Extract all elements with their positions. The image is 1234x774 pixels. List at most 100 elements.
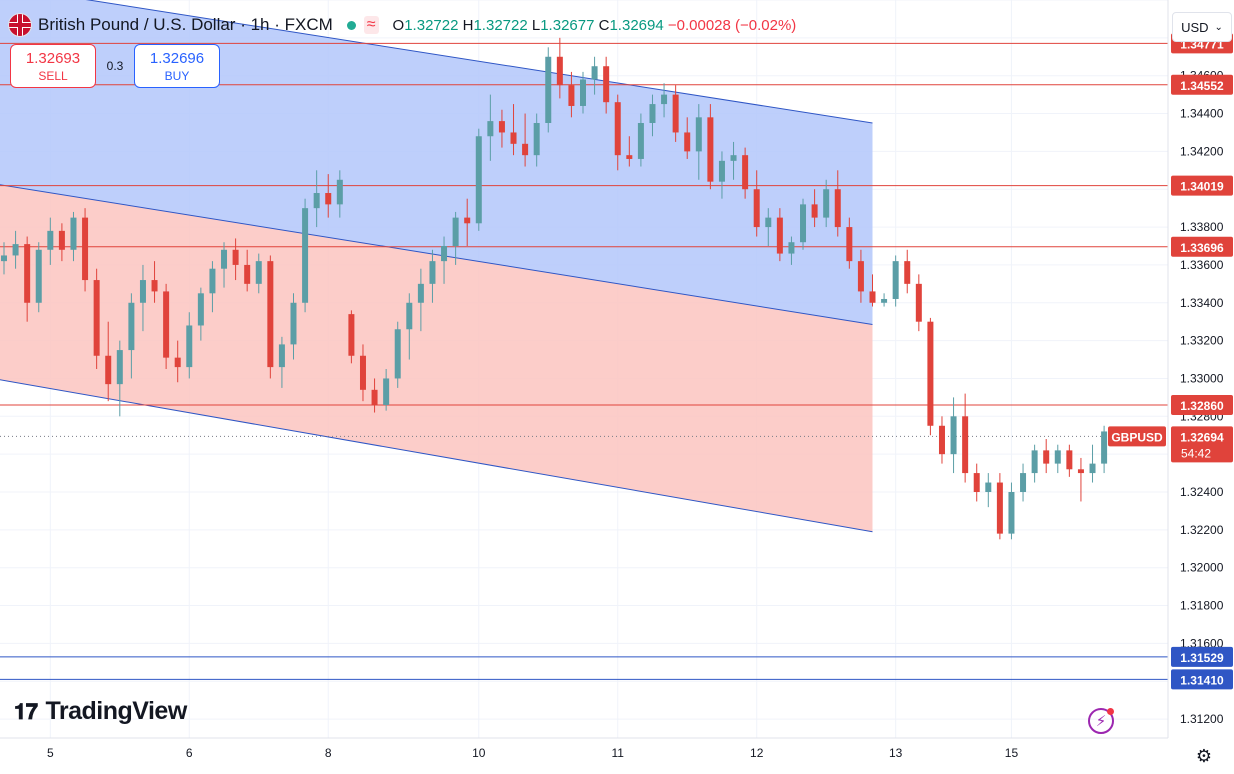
candle-body <box>417 283 424 303</box>
candle-body <box>684 132 691 152</box>
candle-body <box>93 280 100 356</box>
candle-body <box>857 261 864 292</box>
low-value: 1.32677 <box>540 16 595 34</box>
candle-body <box>614 102 621 156</box>
level-price-label: 1.31410 <box>1180 673 1224 687</box>
candle-body <box>348 314 355 356</box>
candle-body <box>962 416 969 474</box>
gbp-usd-flag-icon <box>8 13 32 37</box>
market-open-icon <box>346 20 356 30</box>
candle-body <box>1089 463 1096 474</box>
y-tick-label: 1.32000 <box>1180 561 1224 575</box>
change-value: −0.00028 (−0.02%) <box>667 16 797 34</box>
candle-body <box>1066 450 1073 470</box>
wave-icon[interactable]: ≈ <box>363 16 379 34</box>
time-axis <box>0 738 1234 774</box>
candle-body <box>510 132 517 144</box>
candle-body <box>429 261 436 284</box>
countdown-label: 54:42 <box>1181 446 1211 460</box>
sell-price: 1.32693 <box>25 49 81 67</box>
candle-body <box>730 155 737 161</box>
x-tick-label: 13 <box>889 746 903 760</box>
candle-body <box>626 155 633 159</box>
candle-body <box>325 193 332 205</box>
candle-body <box>927 321 934 426</box>
y-tick-label: 1.31800 <box>1180 599 1224 613</box>
low-label: L <box>531 16 541 34</box>
last-price-tag <box>1171 426 1233 463</box>
y-tick-label: 1.34200 <box>1180 144 1224 158</box>
candle-body <box>359 355 366 390</box>
y-tick-label: 1.33200 <box>1180 334 1224 348</box>
lightning-icon[interactable]: ⚡ <box>1088 708 1114 734</box>
candle-body <box>707 117 714 182</box>
channel-upper-line <box>85 0 873 124</box>
candle-body <box>267 261 274 368</box>
candle-body <box>985 482 992 492</box>
level-price-tag <box>1171 74 1233 95</box>
candle-body <box>151 280 158 292</box>
level-price-label: 1.31529 <box>1180 651 1224 665</box>
candle-body <box>406 302 413 330</box>
high-label: H <box>462 16 474 34</box>
candle-body <box>278 344 285 368</box>
candle-body <box>255 261 262 284</box>
high-value: 1.32722 <box>473 16 528 34</box>
candle-body <box>232 249 239 265</box>
candle-body <box>82 217 89 281</box>
candle-body <box>290 302 297 345</box>
level-price-tag <box>1171 669 1233 690</box>
candle-body <box>1054 450 1061 464</box>
candle-body <box>591 66 598 80</box>
y-tick-label: 1.32200 <box>1180 523 1224 537</box>
x-tick-label: 8 <box>325 746 332 760</box>
candle-body <box>139 280 146 303</box>
candle-body <box>568 85 575 106</box>
currency-dropdown[interactable]: USD ⌄ <box>1172 12 1232 42</box>
candle-body <box>1043 450 1050 464</box>
symbol-title[interactable]: British Pound / U.S. Dollar · 1h · FXCM <box>38 15 333 34</box>
level-price-label: 1.34552 <box>1180 79 1224 93</box>
symbol-tag <box>1108 426 1166 447</box>
candle-body <box>881 298 888 303</box>
candle-body <box>823 189 830 218</box>
candle-body <box>904 261 911 284</box>
candle-body <box>892 261 899 299</box>
candle-body <box>209 268 216 294</box>
close-label: C <box>598 16 610 34</box>
open-label: O <box>392 16 405 34</box>
spread-value: 0.3 <box>106 59 124 73</box>
candle-body <box>938 425 945 455</box>
price-axis <box>1168 0 1234 774</box>
candle-body <box>452 217 459 246</box>
ohlc-readout: O1.32722 H1.32722 L1.32677 C1.32694 −0.0… <box>393 17 797 34</box>
candle-body <box>869 291 876 303</box>
candle-body <box>718 160 725 182</box>
y-tick-label: 1.33600 <box>1180 258 1224 272</box>
candle-body <box>1008 492 1015 534</box>
sell-button[interactable]: 1.32693 SELL <box>10 44 96 88</box>
candle-body <box>996 482 1003 534</box>
candle-body <box>336 179 343 205</box>
candle-body <box>47 230 54 250</box>
level-price-label: 1.32860 <box>1180 399 1224 413</box>
buy-button[interactable]: 1.32696 BUY <box>134 44 220 88</box>
candle-body <box>128 302 135 351</box>
candle-body <box>116 350 123 385</box>
buy-price: 1.32696 <box>149 49 205 67</box>
settings-gear-icon[interactable]: ⚙ <box>1195 745 1213 766</box>
candle-body <box>58 230 65 250</box>
candle-body <box>753 189 760 228</box>
candle-body <box>1020 473 1027 492</box>
candle-body <box>475 136 482 224</box>
level-price-tag <box>1171 646 1233 667</box>
y-tick-label: 1.33400 <box>1180 296 1224 310</box>
candle-body <box>197 293 204 326</box>
candle-body <box>811 204 818 218</box>
y-tick-label: 1.32400 <box>1180 485 1224 499</box>
x-tick-label: 10 <box>472 746 486 760</box>
tradingview-logo[interactable]: 𝟏𝟕 TradingView <box>14 697 187 726</box>
currency-label: USD <box>1181 19 1209 35</box>
candle-body <box>776 217 783 254</box>
